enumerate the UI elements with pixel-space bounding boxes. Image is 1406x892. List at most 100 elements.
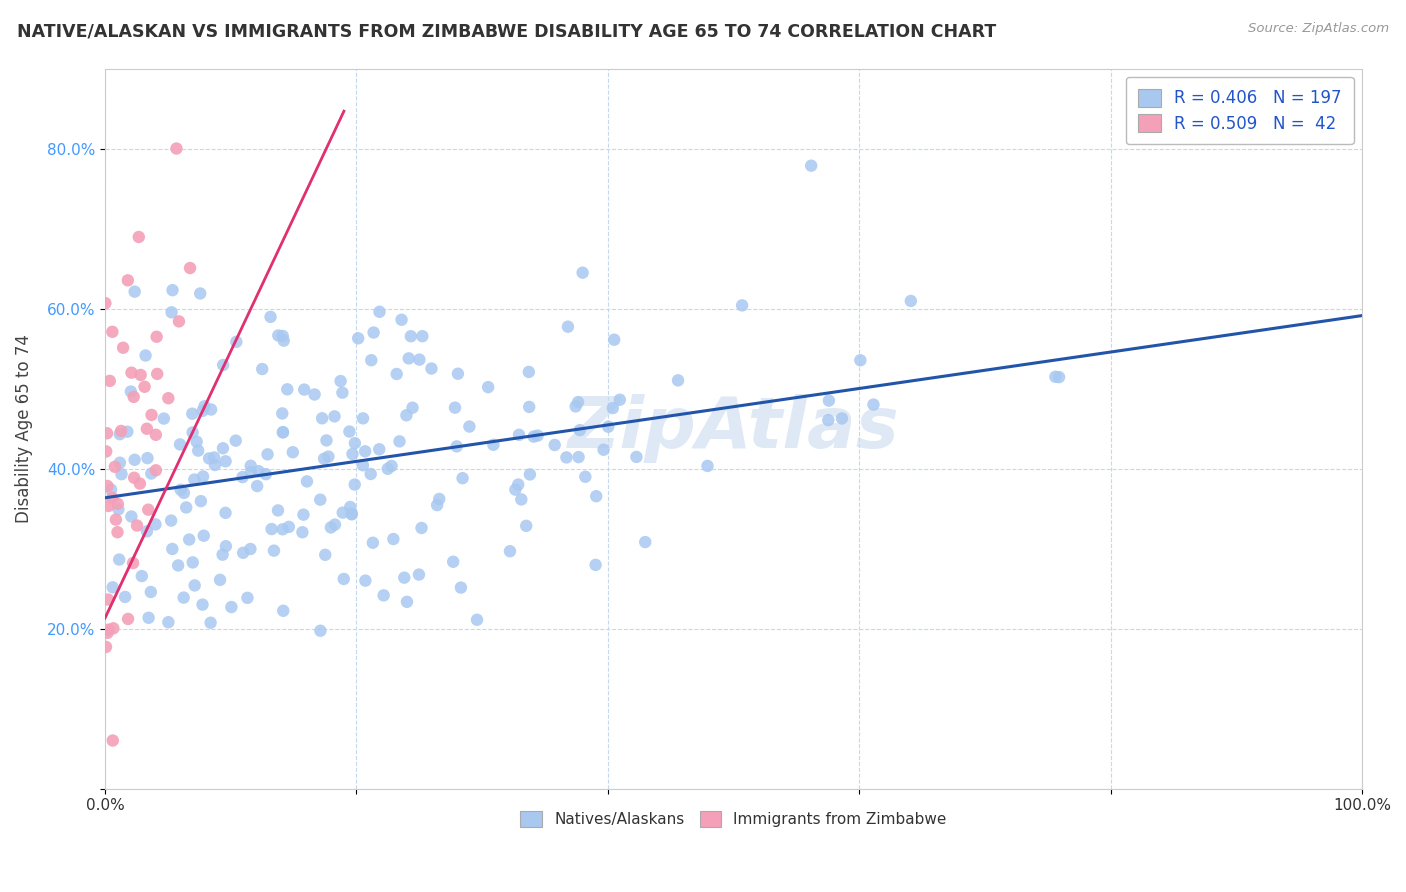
Point xyxy=(191,598,214,612)
Point xyxy=(108,456,131,470)
Point xyxy=(395,595,418,609)
Point xyxy=(190,494,212,508)
Point xyxy=(276,382,298,396)
Point xyxy=(125,518,148,533)
Point xyxy=(420,361,443,376)
Point xyxy=(731,298,754,312)
Point xyxy=(174,500,197,515)
Point xyxy=(427,491,450,506)
Point xyxy=(239,458,262,473)
Point xyxy=(382,532,405,546)
Point xyxy=(101,491,124,505)
Point xyxy=(254,467,277,482)
Point xyxy=(108,427,131,442)
Point xyxy=(263,543,285,558)
Point xyxy=(246,479,269,493)
Point xyxy=(568,450,591,464)
Point xyxy=(634,535,657,549)
Point xyxy=(482,438,505,452)
Point xyxy=(160,514,183,528)
Point xyxy=(373,588,395,602)
Point xyxy=(239,541,262,556)
Point xyxy=(408,567,430,582)
Point xyxy=(104,513,127,527)
Text: Source: ZipAtlas.com: Source: ZipAtlas.com xyxy=(1249,22,1389,36)
Point xyxy=(602,401,624,415)
Point xyxy=(446,439,468,453)
Point xyxy=(181,407,204,421)
Point xyxy=(188,286,211,301)
Point xyxy=(332,385,354,400)
Point xyxy=(146,367,169,381)
Point xyxy=(215,539,238,553)
Point xyxy=(352,411,374,425)
Point xyxy=(450,581,472,595)
Point xyxy=(136,524,159,539)
Point xyxy=(323,517,346,532)
Point xyxy=(202,450,225,465)
Point xyxy=(281,445,304,459)
Point xyxy=(139,585,162,599)
Point xyxy=(666,373,689,387)
Point xyxy=(343,436,366,450)
Point xyxy=(138,611,160,625)
Point xyxy=(167,558,190,573)
Point xyxy=(181,425,204,440)
Point xyxy=(179,260,201,275)
Point xyxy=(200,402,222,417)
Point xyxy=(555,450,578,465)
Point xyxy=(167,314,190,328)
Point xyxy=(98,374,121,388)
Point xyxy=(458,419,481,434)
Point xyxy=(96,426,118,441)
Point xyxy=(849,353,872,368)
Point xyxy=(363,326,385,340)
Y-axis label: Disability Age 65 to 74: Disability Age 65 to 74 xyxy=(15,334,32,523)
Point xyxy=(515,518,537,533)
Point xyxy=(800,159,823,173)
Point xyxy=(108,552,131,566)
Point xyxy=(122,471,145,485)
Point xyxy=(499,544,522,558)
Point xyxy=(110,424,132,438)
Point xyxy=(183,473,205,487)
Point xyxy=(221,600,243,615)
Point xyxy=(291,525,314,540)
Point xyxy=(100,483,122,497)
Point xyxy=(183,578,205,592)
Point xyxy=(564,400,586,414)
Point xyxy=(169,437,191,451)
Point xyxy=(200,615,222,630)
Point xyxy=(96,625,118,640)
Point xyxy=(571,266,593,280)
Point xyxy=(505,483,527,497)
Point xyxy=(354,574,377,588)
Point xyxy=(398,351,420,366)
Point xyxy=(271,425,294,439)
Point xyxy=(309,624,332,638)
Point xyxy=(232,546,254,560)
Point xyxy=(271,425,294,440)
Point xyxy=(166,142,188,156)
Point xyxy=(157,391,180,405)
Point xyxy=(267,503,290,517)
Point xyxy=(107,525,129,540)
Point xyxy=(96,479,118,493)
Point xyxy=(329,374,352,388)
Point xyxy=(544,438,567,452)
Point xyxy=(94,296,117,310)
Point xyxy=(145,517,167,532)
Point xyxy=(465,613,488,627)
Point xyxy=(94,640,117,654)
Point xyxy=(128,230,150,244)
Point xyxy=(198,451,221,466)
Point xyxy=(340,508,363,522)
Point xyxy=(395,409,418,423)
Point xyxy=(411,521,433,535)
Point xyxy=(519,467,541,482)
Point xyxy=(626,450,648,464)
Point xyxy=(271,406,294,420)
Point xyxy=(342,447,364,461)
Point xyxy=(568,423,591,437)
Point xyxy=(214,454,236,468)
